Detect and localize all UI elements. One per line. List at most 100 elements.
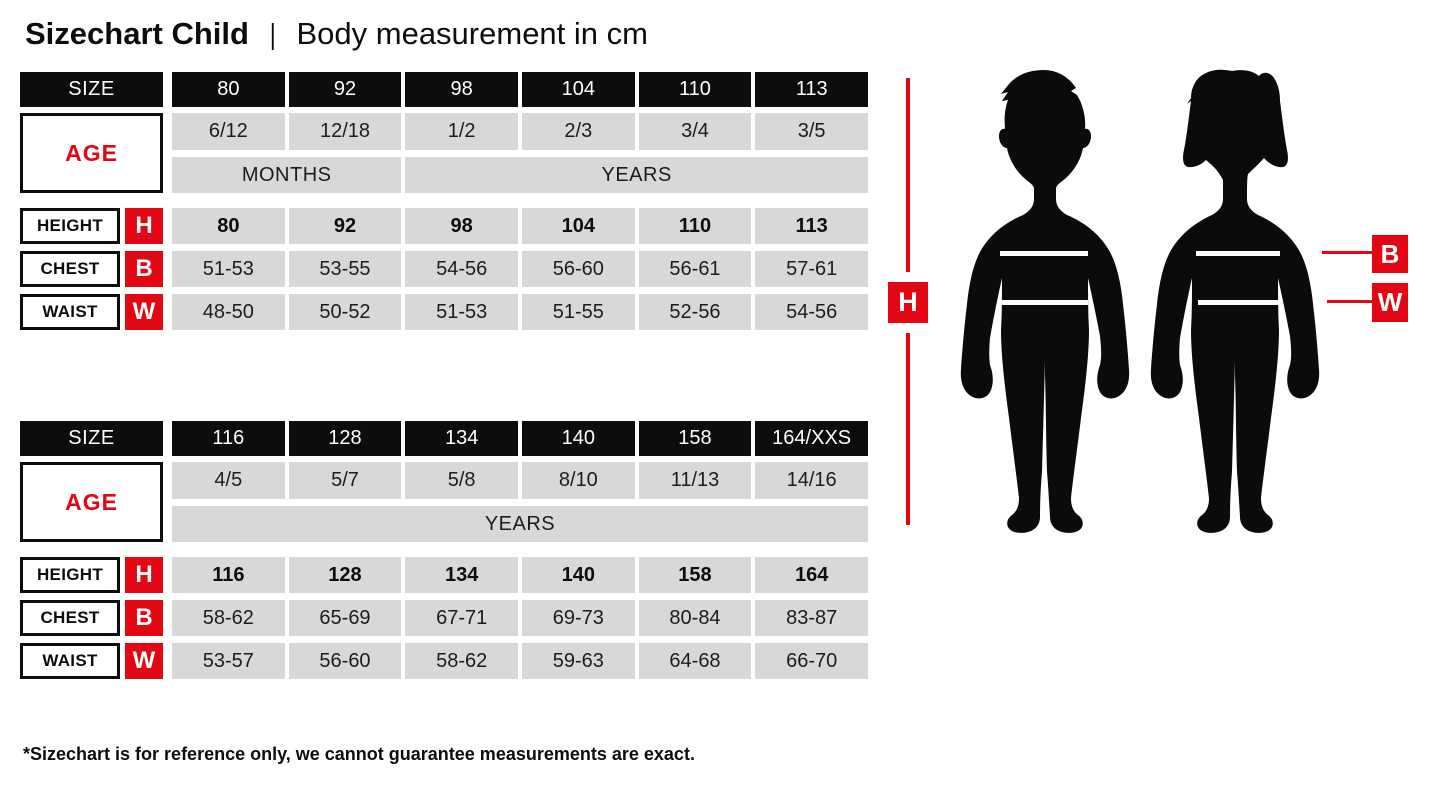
waist-marker-label: W (1377, 287, 1403, 317)
age-value: 6/12 (172, 113, 285, 150)
height-value: 140 (521, 557, 635, 593)
chest-cells: 58-62 65-69 67-71 69-73 80-84 83-87 (172, 600, 868, 636)
age-row: 4/5 5/7 5/8 8/10 11/13 14/16 (20, 462, 868, 499)
height-label: HEIGHT (20, 557, 120, 593)
size-value: 110 (638, 72, 752, 107)
age-value: 11/13 (638, 462, 752, 499)
waist-marker-badge: W (1372, 283, 1408, 322)
waist-connector-line (1327, 300, 1372, 303)
height-measure-line-top (906, 78, 910, 272)
chest-value: 56-60 (521, 251, 635, 287)
waist-label: WAIST (20, 294, 120, 330)
age-units-row: YEARS (20, 506, 868, 542)
waist-cells: 53-57 56-60 58-62 59-63 64-68 66-70 (172, 643, 868, 679)
age-value: 14/16 (755, 462, 868, 499)
height-row: HEIGHT H 116 128 134 140 158 164 (20, 557, 868, 593)
age-units-cells: MONTHS YEARS (172, 157, 868, 193)
age-value: 3/5 (755, 113, 868, 150)
chest-label: CHEST (20, 251, 120, 287)
age-value: 1/2 (405, 113, 518, 150)
age-box-label: AGE (65, 139, 118, 166)
height-value: 134 (405, 557, 518, 593)
height-measure-line-bottom (906, 333, 910, 525)
title-subtitle: Body measurement in cm (296, 16, 648, 51)
age-box: AGE (20, 113, 163, 193)
height-value: 158 (638, 557, 752, 593)
height-value: 128 (288, 557, 402, 593)
chest-value: 54-56 (405, 251, 518, 287)
size-value: 92 (288, 72, 402, 107)
waist-value: 64-68 (638, 643, 752, 679)
title-separator: | (269, 19, 276, 51)
height-label: HEIGHT (20, 208, 120, 244)
height-value: 113 (755, 208, 868, 244)
chest-marker-label: B (1380, 238, 1400, 269)
height-value: 110 (638, 208, 752, 244)
chest-row: CHEST B 51-53 53-55 54-56 56-60 56-61 57-61 (20, 251, 868, 287)
age-value: 2/3 (521, 113, 635, 150)
height-cells: 116 128 134 140 158 164 (172, 557, 868, 593)
chest-value: 67-71 (405, 600, 518, 636)
size-cells: 80 92 98 104 110 113 (172, 72, 868, 107)
boy-chest-line (1000, 251, 1088, 256)
size-value: 98 (405, 72, 518, 107)
age-units-row: MONTHS YEARS (20, 157, 868, 193)
w-letter-badge: W (125, 643, 163, 679)
chest-value: 58-62 (172, 600, 285, 636)
size-table-large: SIZE 116 128 134 140 158 164/XXS 4/5 5/7 5/8 8/10 1… (20, 421, 868, 686)
waist-cells: 48-50 50-52 51-53 51-55 52-56 54-56 (172, 294, 868, 330)
boy-silhouette (960, 70, 1130, 533)
waist-value: 51-55 (521, 294, 635, 330)
chest-row: CHEST B 58-62 65-69 67-71 69-73 80-84 83-87 (20, 600, 868, 636)
waist-value: 58-62 (405, 643, 518, 679)
height-row: HEIGHT H 80 92 98 104 110 113 (20, 208, 868, 244)
chest-connector-line (1322, 251, 1372, 254)
height-value: 80 (172, 208, 285, 244)
girl-silhouette (1150, 69, 1320, 533)
age-value: 5/8 (405, 462, 518, 499)
waist-value: 53-57 (172, 643, 285, 679)
page-title: Sizechart Child | Body measurement in cm (25, 16, 648, 52)
height-value: 164 (755, 557, 868, 593)
chest-value: 69-73 (521, 600, 635, 636)
age-value: 8/10 (521, 462, 635, 499)
height-value: 116 (172, 557, 285, 593)
size-value: 113 (755, 72, 868, 107)
height-value: 98 (405, 208, 518, 244)
waist-row: WAIST W 53-57 56-60 58-62 59-63 64-68 66-70 (20, 643, 868, 679)
age-units-cells: YEARS (172, 506, 868, 542)
h-letter-badge: H (125, 557, 163, 593)
size-value: 134 (405, 421, 518, 456)
age-row: 6/12 12/18 1/2 2/3 3/4 3/5 (20, 113, 868, 150)
size-value: 104 (521, 72, 635, 107)
chest-value: 56-61 (638, 251, 752, 287)
chest-label: CHEST (20, 600, 120, 636)
height-cells: 80 92 98 104 110 113 (172, 208, 868, 244)
waist-value: 50-52 (288, 294, 402, 330)
size-value: 164/XXS (755, 421, 868, 456)
w-letter-badge: W (125, 294, 163, 330)
age-unit: MONTHS (172, 157, 402, 193)
age-unit: YEARS (172, 506, 868, 542)
waist-value: 48-50 (172, 294, 285, 330)
waist-value: 66-70 (755, 643, 868, 679)
chest-value: 53-55 (288, 251, 402, 287)
age-cells: 4/5 5/7 5/8 8/10 11/13 14/16 (172, 462, 868, 499)
size-header: SIZE (20, 72, 163, 107)
title-main: Sizechart Child (25, 16, 249, 51)
height-marker-label: H (898, 287, 918, 317)
waist-value: 52-56 (638, 294, 752, 330)
chest-value: 57-61 (755, 251, 868, 287)
boy-waist-line (1002, 300, 1088, 305)
waist-value: 59-63 (521, 643, 635, 679)
age-box: AGE (20, 462, 163, 542)
waist-label: WAIST (20, 643, 120, 679)
height-value: 92 (288, 208, 402, 244)
size-table-small: SIZE 80 92 98 104 110 113 6/12 12/18 1/2 2/3 3/4 3/5… (20, 72, 868, 337)
size-value: 80 (172, 72, 285, 107)
size-header: SIZE (20, 421, 163, 456)
age-unit: YEARS (405, 157, 868, 193)
size-value: 128 (288, 421, 402, 456)
footnote: *Sizechart is for reference only, we can… (23, 744, 695, 764)
